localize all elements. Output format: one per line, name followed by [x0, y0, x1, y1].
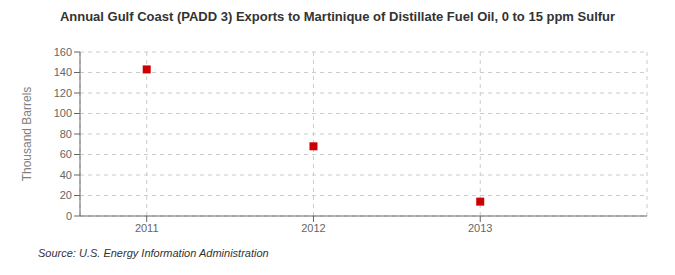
html-text:Source: U.S. Energy Informatio: Source: U.S. Energy Information Administ…	[38, 247, 269, 259]
svg-text:Thousand Barrels: Thousand Barrels	[20, 87, 34, 182]
svg-text:40: 40	[60, 169, 72, 181]
svg-text:2011: 2011	[135, 222, 159, 234]
html-text:Annual Gulf Coast (PADD 3) Exp: Annual Gulf Coast (PADD 3) Exports to Ma…	[59, 9, 616, 24]
svg-text:20: 20	[60, 189, 72, 201]
svg-text:120: 120	[54, 87, 72, 99]
svg-text:60: 60	[60, 148, 72, 160]
svg-text:140: 140	[54, 66, 72, 78]
svg-text:80: 80	[60, 128, 72, 140]
svg-text:100: 100	[54, 107, 72, 119]
svg-text:2012: 2012	[301, 222, 325, 234]
svg-text:160: 160	[54, 46, 72, 58]
svg-text:0: 0	[66, 210, 72, 222]
svg-text:2013: 2013	[468, 222, 492, 234]
